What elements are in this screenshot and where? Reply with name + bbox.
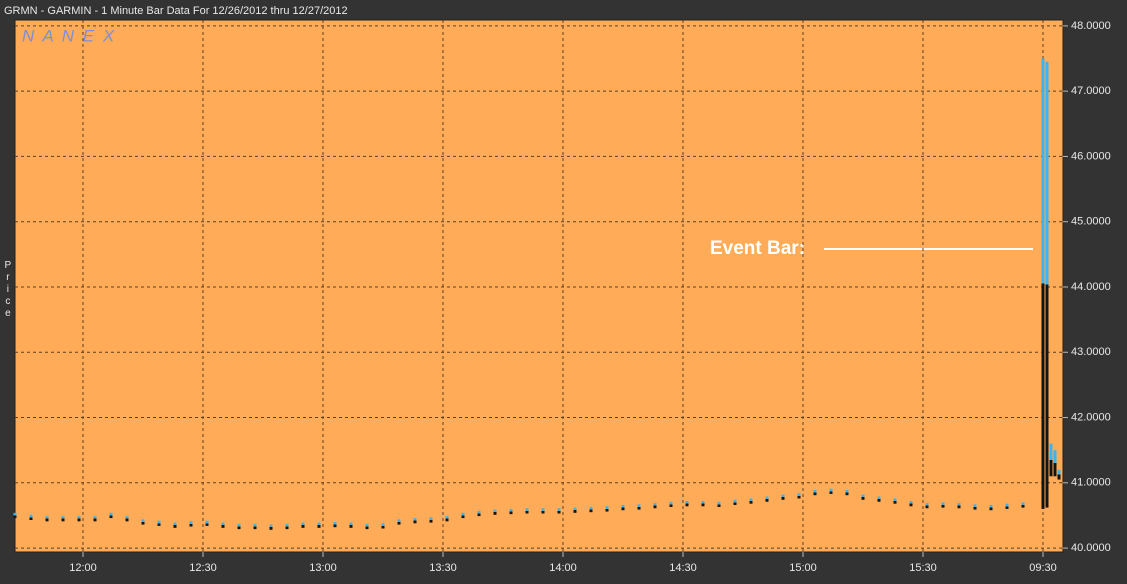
- price-bar: [253, 523, 257, 530]
- price-bar: [13, 512, 17, 519]
- price-bar: [925, 503, 929, 509]
- price-bar: [973, 504, 977, 510]
- price-bar: [1041, 58, 1045, 509]
- y-tick-label: 46.0000: [1071, 150, 1111, 162]
- price-bar: [301, 522, 305, 528]
- price-bar: [413, 518, 417, 524]
- x-tick-label: 13:30: [429, 562, 457, 574]
- price-bar: [429, 517, 433, 523]
- price-bar: [141, 519, 145, 525]
- price-bar: [717, 501, 721, 507]
- price-bar: [205, 520, 209, 526]
- price-bar: [685, 501, 689, 507]
- price-bar: [669, 501, 673, 507]
- price-bar: [445, 516, 449, 522]
- price-bar: [333, 521, 337, 528]
- y-tick-label: 45.0000: [1071, 216, 1111, 228]
- price-bar: [653, 503, 657, 509]
- price-bar: [381, 523, 385, 529]
- watermark: N A N E X: [22, 26, 116, 45]
- price-bar: [45, 516, 49, 522]
- price-bar: [749, 498, 753, 504]
- price-bar: [221, 522, 225, 528]
- price-bar: [509, 508, 513, 515]
- price-bar: [541, 508, 545, 514]
- price-bar: [637, 504, 641, 510]
- price-bar: [525, 508, 529, 514]
- price-bar: [701, 501, 705, 507]
- price-bar: [765, 496, 769, 502]
- price-bar: [781, 494, 785, 500]
- price-bar: [909, 501, 913, 507]
- price-bar: [573, 507, 577, 513]
- y-tick-label: 42.0000: [1071, 411, 1111, 423]
- price-bar: [893, 498, 897, 504]
- price-bar: [957, 503, 961, 509]
- price-bar: [109, 512, 113, 519]
- price-bar: [349, 522, 353, 528]
- x-tick-label: 12:00: [69, 562, 97, 574]
- price-bar: [1021, 502, 1025, 508]
- price-bar: [621, 505, 625, 511]
- price-bar: [845, 489, 849, 496]
- price-bar: [1053, 450, 1057, 477]
- price-bar: [1057, 469, 1061, 480]
- x-tick-label: 14:30: [669, 562, 697, 574]
- price-bar: [1049, 443, 1053, 477]
- price-bar: [557, 508, 561, 514]
- x-tick-label: 12:30: [189, 562, 217, 574]
- price-bar: [829, 488, 833, 494]
- x-tick-label: 15:30: [909, 562, 937, 574]
- y-axis-label: Price: [2, 260, 13, 320]
- price-bar: [1005, 503, 1009, 509]
- price-bar: [797, 493, 801, 499]
- price-bar: [365, 523, 369, 530]
- price-bar: [1045, 61, 1049, 508]
- price-bar: [61, 516, 65, 522]
- y-tick-label: 41.0000: [1071, 477, 1111, 489]
- price-bar: [77, 516, 81, 522]
- x-tick-label: 09:30: [1029, 562, 1057, 574]
- price-bar: [877, 496, 881, 502]
- price-bar: [157, 520, 161, 526]
- price-bar: [125, 516, 129, 522]
- x-tick-label: 14:00: [549, 562, 577, 574]
- price-bar: [285, 523, 289, 530]
- price-bar: [733, 499, 737, 506]
- y-tick-label: 44.0000: [1071, 281, 1111, 293]
- plot-area: [14, 19, 1064, 553]
- annotation: Event Bar:: [710, 238, 805, 259]
- price-bar: [477, 510, 481, 517]
- price-bar: [269, 524, 273, 530]
- price-bar: [989, 505, 993, 511]
- price-bar: [813, 489, 817, 496]
- price-bar: [189, 521, 193, 527]
- price-bar: [589, 506, 593, 513]
- price-bar: [605, 506, 609, 512]
- price-bar: [861, 494, 865, 500]
- y-tick-label: 43.0000: [1071, 346, 1111, 358]
- price-bar: [397, 519, 401, 525]
- x-tick-label: 15:00: [789, 562, 817, 574]
- y-tick-label: 40.0000: [1071, 542, 1111, 554]
- price-bar: [173, 522, 177, 528]
- chart-title: GRMN - GARMIN - 1 Minute Bar Data For 12…: [4, 5, 348, 17]
- x-tick-label: 13:00: [309, 562, 337, 574]
- price-bar: [93, 516, 97, 522]
- price-bar: [317, 522, 321, 528]
- price-bar: [461, 512, 465, 519]
- y-tick-label: 47.0000: [1071, 85, 1111, 97]
- price-bar: [493, 509, 497, 515]
- price-bar: [29, 514, 33, 521]
- y-tick-label: 48.0000: [1071, 20, 1111, 32]
- price-bar: [941, 502, 945, 508]
- price-bar: [237, 523, 241, 530]
